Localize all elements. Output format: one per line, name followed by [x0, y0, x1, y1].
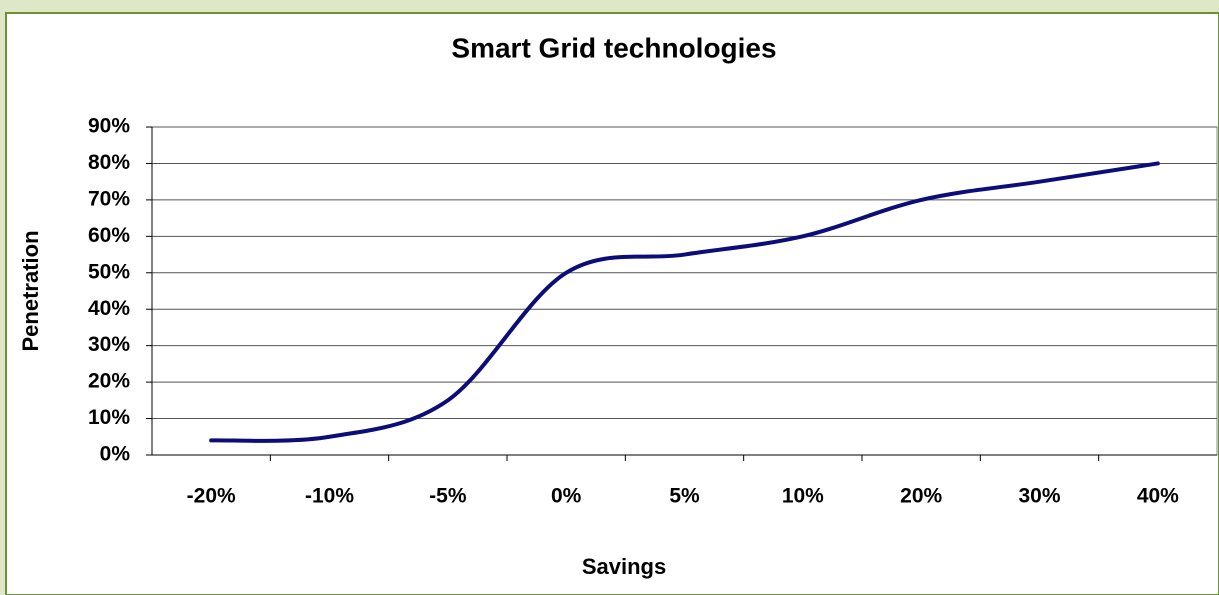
y-tick-label: 50% [88, 260, 130, 283]
x-tick-label: -5% [429, 485, 467, 508]
y-tick-label: 70% [88, 187, 130, 210]
x-axis-label: Savings [582, 554, 666, 579]
x-tick-label: -10% [305, 485, 354, 508]
y-tick-label: 0% [100, 443, 131, 466]
y-tick-label: 30% [88, 333, 130, 356]
x-tick-label: 5% [669, 485, 700, 508]
y-axis-label: Penetration [18, 230, 43, 351]
y-tick-label: 90% [88, 115, 130, 138]
x-tick-label: 10% [782, 485, 824, 508]
x-tick-label: 0% [551, 485, 582, 508]
line [209, 161, 1160, 443]
y-tick-label: 20% [88, 370, 130, 393]
chart-title: Smart Grid technologies [451, 32, 776, 63]
y-tick-label: 40% [88, 297, 130, 320]
y-tick-label: 80% [88, 151, 130, 174]
y-tick-label: 60% [88, 224, 130, 247]
x-tick-label: -20% [187, 485, 236, 508]
y-tick-label: 10% [88, 406, 130, 429]
plot-area [151, 126, 1218, 456]
x-tick-label: 20% [900, 485, 942, 508]
x-tick-label: 40% [1137, 485, 1179, 508]
x-tick-label: 30% [1018, 485, 1060, 508]
